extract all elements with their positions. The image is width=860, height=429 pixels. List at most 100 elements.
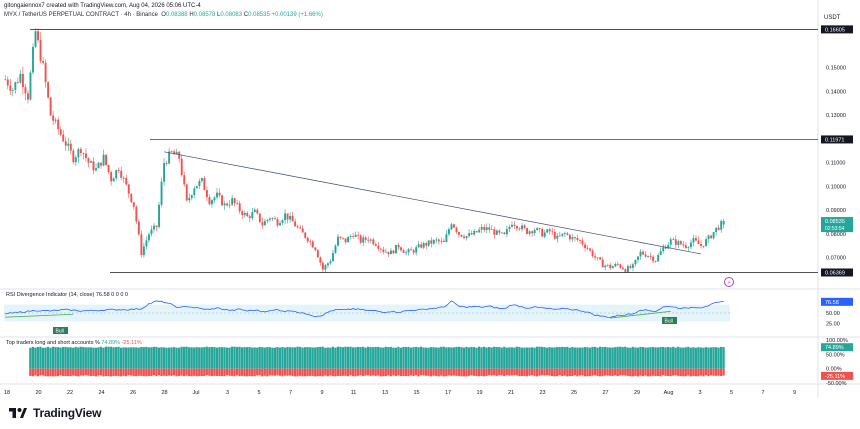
rsi-line	[5, 300, 724, 318]
candle-body	[246, 212, 249, 217]
candle-body	[594, 256, 597, 258]
short-bar	[548, 368, 551, 376]
short-bar	[155, 368, 158, 377]
short-bar	[480, 368, 483, 376]
candle-body	[195, 186, 198, 189]
short-bar	[230, 368, 234, 376]
short-bar	[213, 368, 216, 376]
short-bar	[84, 368, 87, 376]
candle-body	[649, 256, 652, 257]
short-bar	[152, 368, 155, 376]
short-bar	[107, 368, 110, 376]
long-bar	[538, 346, 541, 369]
long-bar	[440, 346, 443, 369]
long-bar	[46, 346, 50, 369]
candle-body	[87, 158, 90, 163]
long-bar	[414, 346, 418, 369]
candle-body	[374, 244, 377, 246]
time-tick-label: 21	[508, 390, 514, 396]
short-bar	[384, 368, 387, 377]
long-bar	[641, 347, 645, 369]
long-bar	[281, 347, 284, 369]
long-bar	[162, 347, 166, 369]
candle-body	[115, 170, 118, 179]
short-bar	[67, 368, 70, 377]
long-bar	[684, 347, 687, 369]
candle-body	[599, 257, 602, 260]
short-bar	[432, 368, 435, 376]
long-bar	[316, 347, 319, 369]
long-short-indicator-title[interactable]: Top traders long and short accounts % 74…	[6, 340, 142, 346]
long-bar	[172, 347, 176, 369]
long-bar	[523, 347, 526, 369]
last-price-tag: 0.08535	[825, 219, 845, 225]
candle-body	[538, 228, 541, 229]
short-bar	[520, 368, 524, 376]
bull-divergence-line	[610, 310, 671, 319]
long-bar	[266, 347, 269, 369]
short-bar	[629, 368, 632, 377]
long-bar	[692, 347, 695, 369]
long-short-title-text: Top traders long and short accounts %	[6, 340, 100, 346]
long-bar	[646, 347, 650, 369]
candle-body	[253, 209, 256, 213]
long-bar	[392, 347, 395, 369]
short-bar	[445, 368, 448, 377]
short-bar	[205, 368, 208, 376]
time-tick-label: 7	[289, 390, 292, 396]
short-bar	[246, 368, 249, 377]
long-bar	[672, 346, 675, 369]
candle-body	[447, 229, 450, 235]
short-bar	[475, 368, 478, 376]
short-bar	[243, 368, 246, 377]
long-bar	[29, 347, 32, 369]
candle-body	[531, 231, 534, 234]
short-bar	[195, 368, 198, 377]
candle-body	[470, 233, 473, 235]
symbol-name[interactable]: MYX / TetherUS PERPETUAL CONTRACT · 4h ·…	[4, 12, 158, 18]
candle-body	[369, 239, 372, 241]
short-bar	[220, 368, 224, 377]
short-bar	[99, 368, 103, 376]
candle-body	[672, 239, 675, 241]
long-bar	[603, 346, 607, 369]
long-bar	[548, 347, 551, 369]
short-bar	[137, 368, 140, 376]
change-value: +0.00139 (+1.66%)	[271, 12, 323, 18]
long-bar	[545, 347, 549, 369]
short-bar	[198, 368, 201, 377]
long-bar	[374, 347, 377, 369]
long-bar	[155, 346, 158, 369]
rsi-indicator-title[interactable]: RSI Divergence Indicator (14, close) 76.…	[6, 292, 128, 298]
long-bar	[79, 346, 82, 369]
candle-body	[34, 31, 37, 47]
candle-body	[503, 232, 506, 235]
candle-body	[135, 206, 138, 222]
long-bar	[694, 347, 697, 369]
short-bar	[215, 368, 219, 376]
short-bar	[77, 368, 80, 377]
short-bar	[687, 368, 690, 376]
candle-body	[122, 177, 125, 179]
long-bar	[699, 347, 703, 369]
long-bar	[450, 347, 453, 369]
long-bar	[477, 346, 481, 369]
short-bar	[682, 368, 685, 377]
long-bar	[427, 347, 430, 369]
long-bar	[283, 347, 287, 369]
short-bar	[331, 368, 334, 377]
short-bar	[193, 368, 196, 376]
candle-body	[301, 228, 304, 233]
tradingview-brand[interactable]: TradingView	[6, 406, 101, 420]
candle-body	[563, 233, 566, 235]
long-bar	[276, 347, 279, 369]
candle-body	[440, 240, 443, 242]
candle-body	[710, 235, 713, 239]
candle-body	[286, 213, 289, 220]
long-bar	[140, 347, 143, 369]
short-bar	[631, 368, 634, 377]
candle-body	[321, 262, 324, 270]
long-bar	[87, 347, 90, 369]
candle-body	[508, 226, 511, 230]
